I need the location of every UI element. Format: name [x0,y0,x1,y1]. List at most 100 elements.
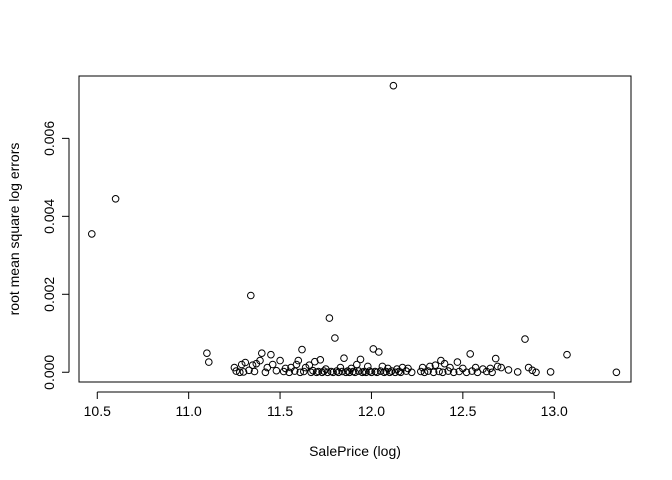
data-point [203,349,211,358]
data-point [438,368,447,377]
data-point [239,368,248,376]
y-tick-label: 0.002 [41,277,57,312]
data-point [250,367,259,376]
data-point [320,367,328,375]
data-point [440,359,449,368]
data-point [307,368,315,377]
data-point [279,367,288,376]
data-point [387,367,396,375]
data-point [276,356,284,365]
data-point [468,367,476,375]
data-point [318,368,326,377]
data-point [504,366,513,374]
data-point [267,350,275,359]
data-point [111,195,120,203]
data-point [396,368,405,377]
data-point [323,368,332,377]
data-point [351,368,359,377]
data-point [258,349,266,358]
x-tick-label: 11.5 [267,403,293,419]
data-point [342,368,350,377]
data-point [546,368,555,376]
data-point [466,350,475,358]
data-point [305,361,314,370]
y-tick-label: 0.006 [41,121,57,156]
x-axis: 10.5 11.0 11.5 12.0 12.5 13.0 [84,391,568,419]
data-point [444,367,453,375]
data-point [294,356,303,365]
data-point [528,366,537,375]
data-point [311,357,319,366]
x-tick-label: 12.0 [358,403,385,419]
data-point [431,361,440,370]
data-point [424,367,432,375]
x-axis-label: SalePrice (log) [309,443,401,459]
data-point [245,366,253,375]
data-point [237,360,246,369]
data-point [375,348,383,356]
data-point [365,367,374,375]
data-point [612,368,621,377]
data-point [316,356,325,364]
data-point [473,368,482,377]
data-point [88,230,96,238]
data-point [389,81,398,90]
data-point [301,363,310,372]
data-point [292,360,301,369]
data-point [300,367,308,376]
data-point [362,368,370,377]
x-tick-label: 13.0 [541,403,568,419]
data-point [325,314,334,322]
data-point [290,367,299,375]
data-point [309,366,317,375]
data-point [232,367,240,375]
data-point [455,367,464,376]
data-point [479,365,487,373]
data-point [418,363,427,372]
data-point [272,366,281,375]
data-point [426,362,434,371]
data-point [329,368,337,377]
x-tick-label: 11.0 [176,403,202,419]
data-point [532,368,540,377]
data-point [298,345,306,354]
data-point [462,368,471,377]
data-point [353,360,361,369]
data-point [345,368,354,377]
y-tick-label: 0.004 [41,199,57,234]
data-point [453,358,462,366]
data-point [230,363,239,372]
data-point [261,368,270,377]
data-point [497,363,506,372]
data-points [88,81,621,377]
data-point [417,367,425,376]
data-point [332,367,341,375]
data-point [373,368,381,377]
data-point [268,360,277,369]
data-point [376,367,385,375]
data-point [314,367,323,376]
data-point [482,367,491,376]
x-tick-label: 10.5 [84,403,111,419]
data-point [236,368,244,377]
data-point [354,367,363,375]
data-point [446,363,454,372]
data-point [563,350,571,359]
data-point [247,291,255,300]
data-point [296,368,305,377]
data-point [402,367,411,375]
data-point [285,368,294,377]
data-point [369,345,378,353]
data-point [407,368,416,377]
data-point [385,368,394,377]
data-point [334,368,343,377]
x-tick-label: 12.5 [449,403,476,419]
y-axis: 0.000 0.002 0.004 0.006 [41,121,70,390]
data-point [449,368,458,377]
data-point [343,367,352,375]
data-point [491,354,500,363]
data-point [488,368,496,377]
y-tick-label: 0.000 [41,355,57,390]
data-point [493,362,502,371]
